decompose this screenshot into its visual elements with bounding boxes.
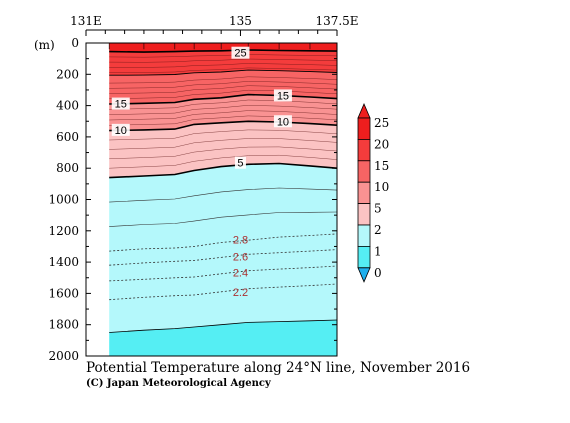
colorbar-label: 2 [374,223,382,237]
y-tick-label: 800 [56,161,79,175]
contour-label-bg [234,156,246,169]
isotherm-line-2-6 [109,249,338,266]
y-tick-label: 1200 [48,224,79,238]
contour-label-2-2: 2.2 [233,287,248,299]
isotherm-line-3 [109,211,338,227]
isotherm-line-6 [109,154,338,169]
y-tick-label: 400 [56,99,79,113]
band-15-20 [109,70,337,104]
isotherm-line-13 [109,105,338,115]
x-axis: 131E 135 137.5E [70,14,359,36]
colorbar-label: 1 [374,244,382,258]
isotherm-line-20 [109,69,338,76]
contour-label-2-8: 2.8 [233,234,248,246]
colorbar-segment [357,117,371,140]
colorbar-bottom-arrow [357,267,371,283]
colorbar-label: 20 [374,137,389,151]
isotherm-line-17 [109,85,338,94]
x-tick-label: 135 [229,14,252,28]
band-below-2 [109,320,337,356]
colorbar-label: 25 [374,116,389,130]
contour-label-bg [111,123,130,136]
colorbar-label: 10 [374,180,389,194]
x-tick-label: 131E [70,14,102,28]
isotherm-line-24 [109,54,338,58]
colorbar-segment [357,181,371,204]
contour-labels: 25 15 15 10 10 5 2.8 2.6 2.4 2.2 [111,46,292,299]
credit-line: (C) Japan Meteorological Agency [86,378,272,389]
y-tick-label: 1600 [48,286,79,300]
colorbar-segment [357,138,371,162]
colorbar-segment [357,160,371,183]
isotherm-line-10 [109,120,338,132]
y-axis-unit-label: (m) [34,38,55,52]
contour-label-bg [273,89,292,102]
y-tick-label: 2000 [48,349,79,363]
isotherm-line-25 [109,49,338,53]
contour-label-10: 10 [115,125,127,137]
isotherm-lines [108,43,338,333]
contour-label-2-6: 2.6 [233,252,248,264]
colorbar-label: 0 [374,266,382,280]
isotherm-line-2 [109,319,338,333]
contour-label-bg [273,115,292,128]
colorbar-label: 5 [374,202,382,216]
isotherm-line-2-8 [109,233,338,252]
isotherm-line-2-4 [109,265,338,282]
y-tick-label: 1000 [48,193,79,207]
y-axis: 0 200 400 600 800 1000 1200 1400 1600 1800 2000 [48,36,337,363]
isotherm-line-2-2 [109,283,338,301]
contour-label-5: 5 [237,158,243,170]
isotherm-line-22 [109,63,338,68]
isotherm-line-8 [109,138,338,150]
isotherm-line-18 [109,81,338,89]
y-tick-label: 1800 [48,318,79,332]
contour-label-bg [231,46,250,59]
isotherm-line-21 [109,67,338,73]
isotherm-line-19 [109,76,338,84]
contour-label-15: 15 [277,90,289,102]
isotherm-line-5 [109,162,338,179]
isotherm-line-4 [109,187,338,203]
contour-label-bg [111,97,130,110]
colorbar-segment [357,224,371,247]
y-tick-label: 600 [56,130,79,144]
isotherm-line-23 [109,58,338,63]
isotherm-line-12 [109,110,338,121]
isotherm-line-9 [109,129,338,141]
chart-title: Potential Temperature along 24°N line, N… [86,360,470,376]
isotherm-line-11 [109,115,338,126]
colorbar-segment [357,245,371,269]
colorbar-label: 15 [374,159,389,173]
contour-label-15: 15 [115,99,127,111]
band-2-5 [109,163,337,333]
colorbar-segment [357,203,371,226]
contour-label-2-4: 2.4 [233,267,248,279]
temperature-fill-layers [109,43,337,356]
y-tick-label: 0 [71,36,79,50]
colorbar-top-arrow [357,102,371,119]
y-tick-label: 200 [56,67,79,81]
contour-label-10: 10 [277,116,289,128]
isotherm-line-15 [109,93,338,105]
contour-label-25: 25 [234,48,246,60]
x-tick-label: 137.5E [315,14,358,28]
isotherm-line-7 [109,146,338,160]
y-tick-label: 1400 [48,255,79,269]
isotherm-line-16 [109,89,338,100]
isotherm-line-14 [109,99,338,110]
band-20-25 [109,50,337,76]
